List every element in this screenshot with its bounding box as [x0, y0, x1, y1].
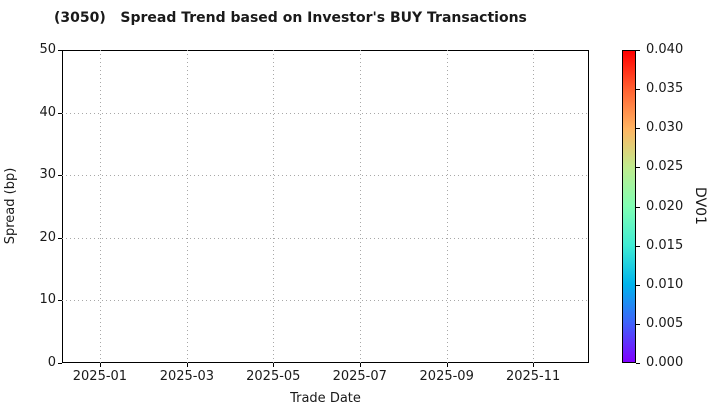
colorbar-tick-label: 0.040	[646, 42, 684, 57]
colorbar-tick-mark	[636, 323, 640, 325]
colorbar-tick-mark	[636, 167, 640, 169]
x-tick-label: 2025-09	[419, 369, 474, 384]
colorbar-tick-mark	[636, 284, 640, 286]
h-gridline	[62, 237, 589, 239]
x-tick-mark	[273, 363, 275, 367]
x-tick-label: 2025-07	[332, 369, 387, 384]
y-tick-mark	[58, 363, 62, 364]
x-tick-label: 2025-01	[72, 369, 128, 384]
y-axis-label: Spread (bp)	[3, 167, 18, 245]
y-tick-mark	[58, 237, 62, 239]
colorbar-tick-label: 0.020	[646, 198, 684, 214]
colorbar-tick-mark	[636, 206, 640, 208]
v-gridline	[186, 50, 188, 363]
y-tick-mark	[58, 175, 62, 177]
x-tick-mark	[186, 363, 188, 367]
x-axis-label: Trade Date	[290, 391, 361, 406]
v-gridline	[273, 50, 275, 363]
y-tick-label: 50	[39, 42, 56, 57]
y-tick-label: 20	[39, 229, 56, 245]
colorbar-gradient	[622, 50, 636, 363]
colorbar-tick-label: 0.015	[646, 237, 684, 253]
x-tick-mark	[533, 363, 535, 367]
colorbar-tick-label: 0.025	[646, 159, 684, 175]
x-tick-mark	[99, 363, 101, 367]
x-tick-label: 2025-05	[246, 369, 301, 384]
x-tick-label: 2025-11	[505, 369, 561, 384]
colorbar-tick-mark	[636, 89, 640, 91]
x-tick-mark	[359, 363, 361, 367]
y-tick-mark	[58, 112, 62, 114]
v-gridline	[359, 50, 361, 363]
y-tick-label: 0	[47, 355, 56, 370]
colorbar-tick-mark	[636, 363, 640, 364]
h-gridline	[62, 175, 589, 177]
colorbar-tick-label: 0.035	[646, 81, 684, 97]
colorbar-tick-mark	[636, 128, 640, 130]
colorbar-label: DV01	[692, 187, 708, 225]
v-gridline	[446, 50, 448, 363]
h-gridline	[62, 300, 589, 302]
x-tick-label: 2025-03	[159, 369, 215, 384]
h-gridline	[62, 112, 589, 114]
colorbar-tick-mark	[636, 50, 640, 51]
y-tick-label: 30	[39, 167, 56, 183]
colorbar-tick-label: 0.000	[646, 355, 684, 370]
colorbar-tick-label: 0.030	[646, 120, 684, 136]
y-tick-label: 40	[39, 104, 56, 120]
v-gridline	[533, 50, 535, 363]
plot-area	[62, 50, 589, 363]
colorbar-tick-label: 0.010	[646, 276, 684, 292]
chart-title: (3050) Spread Trend based on Investor's …	[54, 10, 527, 26]
y-tick-label: 10	[39, 292, 56, 308]
y-tick-mark	[58, 50, 62, 51]
colorbar-tick-label: 0.005	[646, 315, 684, 331]
v-gridline	[99, 50, 101, 363]
x-tick-mark	[446, 363, 448, 367]
colorbar-tick-mark	[636, 245, 640, 247]
y-tick-mark	[58, 300, 62, 302]
